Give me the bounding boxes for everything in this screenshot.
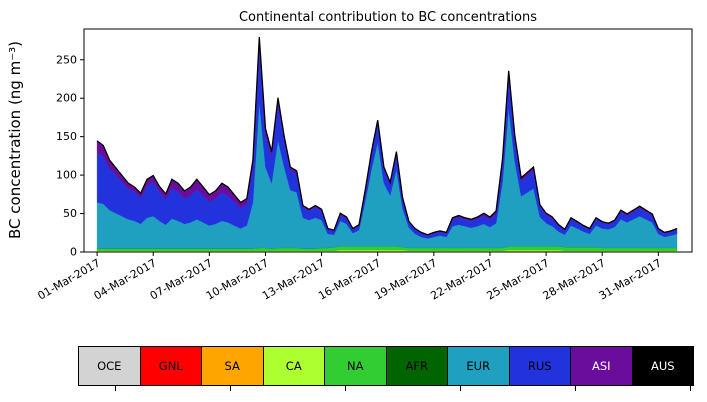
chart-title: Continental contribution to BC concentra… [239,10,537,25]
legend-label: SA [224,359,240,373]
x-tick-label: 04-Mar-2017 [92,256,159,302]
plot-frame [83,28,693,253]
legend-item-ASI: ASI [570,346,633,386]
y-tick-label: 50 [63,207,77,220]
legend-label: RUS [527,359,552,373]
x-tick-label: 10-Mar-2017 [204,256,271,302]
legend-item-RUS: RUS [508,346,571,386]
legend-axis-tick [460,386,461,391]
legend-label: NA [347,359,364,373]
x-tick-label: 07-Mar-2017 [148,256,215,302]
x-tick-label: 16-Mar-2017 [316,256,383,302]
legend-axis-tick [230,386,231,391]
x-tick-label: 31-Mar-2017 [597,256,664,302]
legend-item-NA: NA [324,346,387,386]
legend-item-SA: SA [201,346,264,386]
legend-axis-tick [345,386,346,391]
x-tick-label: 25-Mar-2017 [484,256,551,302]
y-tick-label: 0 [70,246,77,259]
y-tick-label: 250 [56,53,77,66]
x-tick-label: 13-Mar-2017 [260,256,327,302]
legend-axis-tick [575,386,576,391]
axes-ticks: 0 50 100 150 200 250 01-Mar-201704-Mar-201707-… [35,53,663,302]
legend-label: AFR [405,359,428,373]
bc-stacked-area-chart: 0 50 100 150 200 250 01-Mar-201704-Mar-201707-… [6,10,693,303]
legend-axis-tick [115,386,116,391]
legend-item-EUR: EUR [447,346,510,386]
y-axis-label: BC concentration (ng m⁻³) [6,41,24,239]
legend-item-AUS: AUS [631,346,694,386]
legend-item-GNL: GNL [139,346,202,386]
x-tick-label: 22-Mar-2017 [428,256,495,302]
legend-label: GNL [158,359,183,373]
legend-label: CA [285,359,302,373]
legend-item-OCE: OCE [78,346,141,386]
stacked-areas [96,37,678,253]
legend: OCE GNL SA CA NA AFR EUR RUS ASI AUS [78,346,694,386]
legend-label: EUR [466,359,491,373]
x-tick-label: 19-Mar-2017 [372,256,439,302]
y-tick-label: 100 [56,169,77,182]
stack-outline-line [96,37,678,236]
legend-label: OCE [97,359,122,373]
legend-label: AUS [650,359,675,373]
y-tick-label: 200 [56,92,77,105]
x-tick-label: 01-Mar-2017 [35,256,102,302]
x-tick-label: 28-Mar-2017 [541,256,608,302]
legend-label: ASI [591,359,611,373]
legend-item-CA: CA [262,346,325,386]
legend-axis-tick [690,386,691,391]
y-tick-label: 150 [56,130,77,143]
legend-item-AFR: AFR [385,346,448,386]
